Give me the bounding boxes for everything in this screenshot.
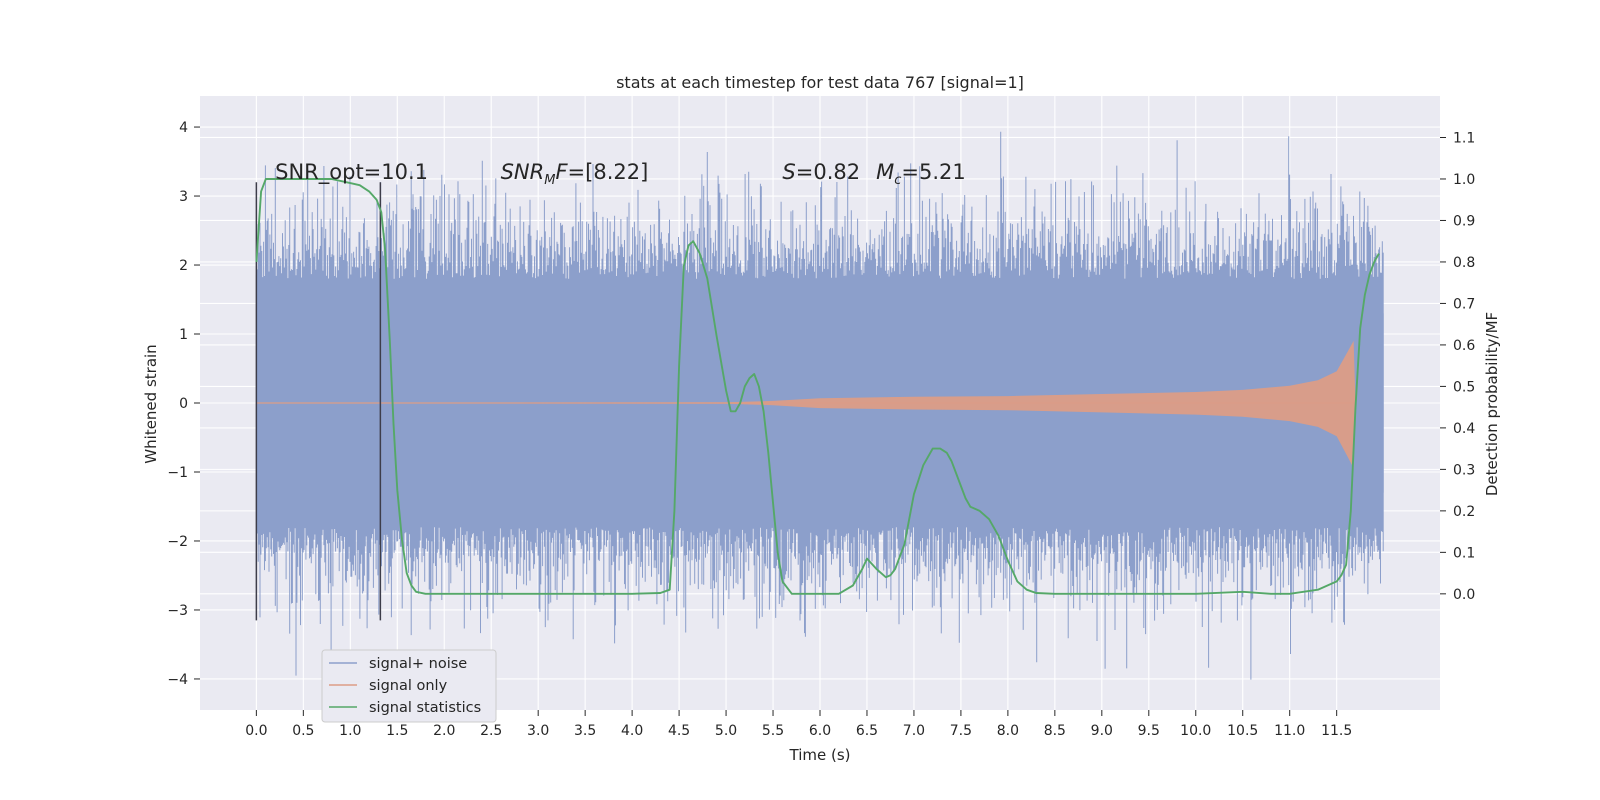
y2-tick-label: 0.8 (1453, 255, 1475, 271)
x-tick-label: 9.0 (1091, 723, 1113, 739)
x-tick-label: 6.5 (856, 723, 878, 739)
legend: signal+ noise signal only signal statist… (321, 649, 497, 723)
x-tick-label: 7.0 (903, 723, 925, 739)
y-axis-ticks-right: 0.0 0.1 0.2 0.3 0.4 0.5 0.6 0.7 0.8 0.9 1.0 1.1 (1440, 130, 1475, 603)
snr-opt-annotation: SNR_opt=10.1 (275, 160, 428, 185)
y2-tick-label: 0.7 (1453, 296, 1475, 312)
x-tick-label: 4.5 (668, 723, 690, 739)
x-tick-label: 10.5 (1227, 723, 1258, 739)
x-tick-label: 4.0 (621, 723, 643, 739)
legend-label-signal: signal only (369, 678, 448, 694)
mc-value: =5.21 (901, 160, 965, 184)
mc-base: M (876, 160, 894, 184)
x-tick-label: 11.5 (1321, 723, 1352, 739)
y2-tick-label: 0.5 (1453, 379, 1475, 395)
y-axis-ticks-left: −4 −3 −2 −1 0 1 2 3 4 (167, 120, 200, 688)
snr-mf-base: SNR (501, 160, 545, 184)
snr-mf-tail: F (555, 160, 568, 184)
x-tick-label: 10.0 (1180, 723, 1211, 739)
snr-mf-value: =[8.22] (568, 160, 649, 184)
x-tick-label: 9.5 (1138, 723, 1160, 739)
y-tick-label: 4 (179, 120, 188, 136)
s-value: =0.82 (796, 160, 860, 184)
y2-tick-label: 0.6 (1453, 338, 1475, 354)
y-axis-label: Whitened strain (142, 344, 160, 463)
x-tick-label: 1.5 (386, 723, 408, 739)
s-mc-annotation: S=0.82 Mc=5.21 (782, 160, 965, 188)
y2-tick-label: 0.3 (1453, 462, 1475, 478)
legend-label-stats: signal statistics (369, 700, 481, 716)
y2-tick-label: 0.9 (1453, 213, 1475, 229)
signal-only-envelope (256, 340, 1356, 469)
y-tick-label: 1 (179, 327, 188, 343)
y-tick-label: −2 (167, 534, 188, 550)
y2-tick-label: 0.4 (1453, 421, 1475, 437)
x-tick-label: 6.0 (809, 723, 831, 739)
signal-only-series (256, 340, 1356, 469)
y2-tick-label: 0.0 (1453, 587, 1475, 603)
x-tick-label: 3.0 (527, 723, 549, 739)
annotations: SNR_opt=10.1 SNRMF=[8.22] S=0.82 Mc=5.21 (275, 160, 966, 188)
x-tick-label: 8.0 (997, 723, 1019, 739)
y-tick-label: 2 (179, 258, 188, 274)
y-tick-label: −1 (167, 465, 188, 481)
x-tick-label: 7.5 (950, 723, 972, 739)
s-symbol: S (782, 160, 795, 184)
y-axis-label-right: Detection probability/MF (1483, 312, 1501, 496)
x-axis-label: Time (s) (789, 746, 851, 764)
x-tick-label: 8.5 (1044, 723, 1066, 739)
x-tick-label: 3.5 (574, 723, 596, 739)
x-tick-label: 0.5 (292, 723, 314, 739)
x-tick-label: 2.0 (433, 723, 455, 739)
y-tick-label: −3 (167, 603, 188, 619)
signal-statistics-line (255, 178, 1380, 595)
x-tick-label: 11.0 (1274, 723, 1305, 739)
legend-box (321, 649, 497, 723)
y2-tick-label: 0.2 (1453, 504, 1475, 520)
x-tick-label: 2.5 (480, 723, 502, 739)
x-axis-ticks: 0.0 0.5 1.0 1.5 2.0 2.5 3.0 3.5 4.0 4.5 5.0 5.5 6.0 6… (245, 710, 1352, 739)
snr-mf-annotation: SNRMF=[8.22] (501, 160, 649, 188)
y2-tick-label: 0.1 (1453, 545, 1475, 561)
legend-label-noise: signal+ noise (369, 656, 467, 672)
mc-subscript: c (894, 173, 901, 188)
x-tick-label: 1.0 (339, 723, 361, 739)
snr-mf-subscript: M (544, 173, 555, 188)
chart-title: stats at each timestep for test data 767… (616, 73, 1024, 92)
y-tick-label: −4 (167, 672, 188, 688)
y-tick-label: 3 (179, 189, 188, 205)
x-tick-label: 0.0 (245, 723, 267, 739)
signal-statistics-series (255, 178, 1380, 595)
y2-tick-label: 1.0 (1453, 172, 1475, 188)
y2-tick-label: 1.1 (1453, 130, 1475, 146)
y-tick-label: 0 (179, 396, 188, 412)
x-tick-label: 5.0 (715, 723, 737, 739)
x-tick-label: 5.5 (762, 723, 784, 739)
